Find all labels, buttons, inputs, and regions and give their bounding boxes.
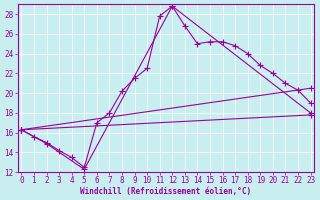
X-axis label: Windchill (Refroidissement éolien,°C): Windchill (Refroidissement éolien,°C) xyxy=(80,187,252,196)
